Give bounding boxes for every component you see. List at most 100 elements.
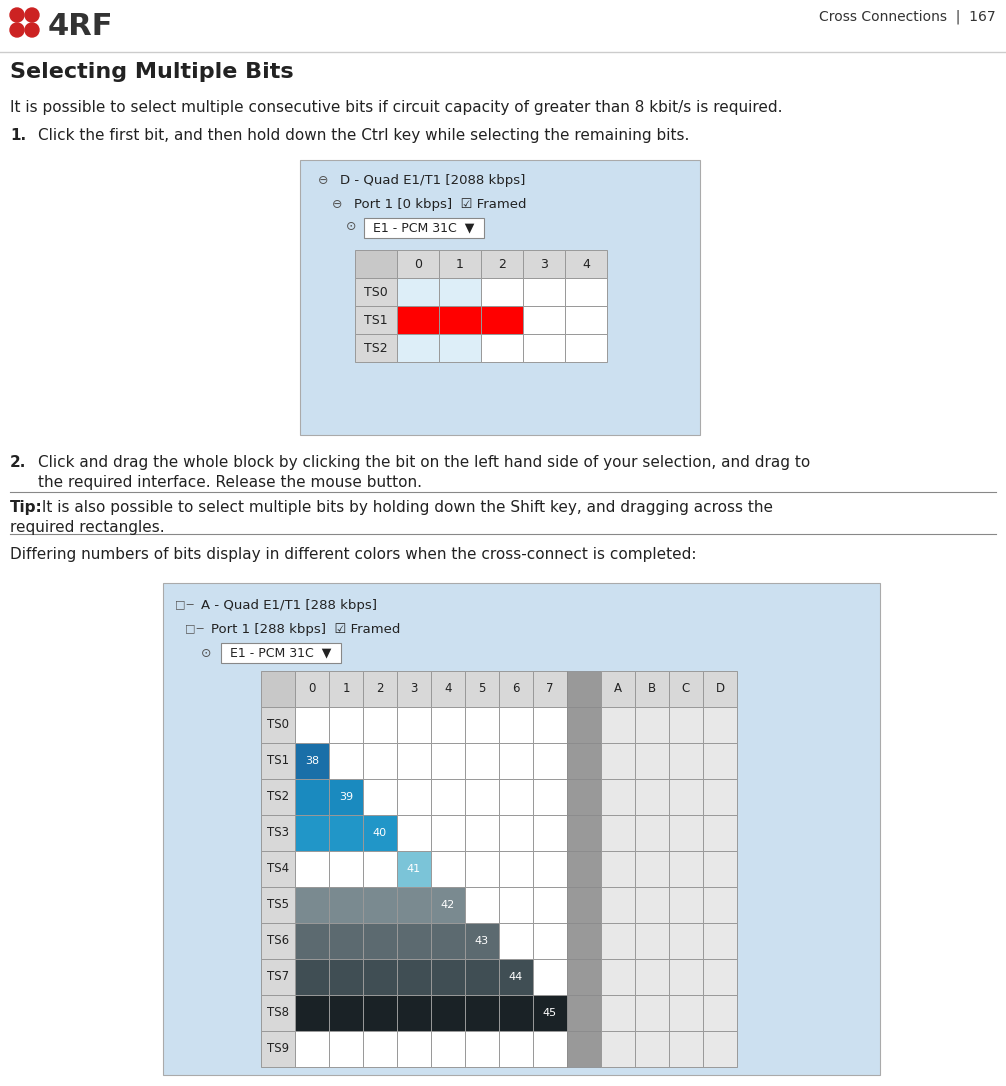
- Bar: [567, 743, 601, 779]
- Bar: [533, 779, 567, 814]
- Bar: [295, 923, 329, 959]
- Bar: [363, 779, 397, 814]
- Bar: [295, 707, 329, 743]
- Bar: [601, 959, 635, 995]
- Text: TS4: TS4: [267, 862, 289, 875]
- Text: TS7: TS7: [267, 971, 289, 984]
- Bar: [533, 887, 567, 923]
- Text: TS5: TS5: [267, 898, 289, 911]
- Bar: [329, 923, 363, 959]
- Bar: [601, 779, 635, 814]
- Bar: [329, 743, 363, 779]
- Text: 2: 2: [376, 682, 383, 695]
- Text: 7: 7: [546, 682, 553, 695]
- Bar: [567, 923, 601, 959]
- Text: 6: 6: [512, 682, 520, 695]
- Text: Click and drag the whole block by clicking the bit on the left hand side of your: Click and drag the whole block by clicki…: [38, 455, 810, 470]
- Text: 2: 2: [498, 257, 506, 270]
- Text: □−: □−: [175, 599, 195, 609]
- Bar: [669, 743, 703, 779]
- Text: Cross Connections  |  167: Cross Connections | 167: [819, 10, 996, 25]
- Bar: [635, 923, 669, 959]
- Bar: [439, 278, 481, 306]
- Bar: [397, 959, 431, 995]
- Text: 38: 38: [305, 756, 319, 766]
- Bar: [363, 707, 397, 743]
- Bar: [567, 887, 601, 923]
- Bar: [397, 278, 439, 306]
- Bar: [295, 671, 329, 707]
- Bar: [635, 707, 669, 743]
- Bar: [669, 707, 703, 743]
- Text: TS3: TS3: [267, 826, 289, 839]
- Bar: [363, 743, 397, 779]
- Bar: [355, 278, 397, 306]
- Bar: [431, 707, 465, 743]
- Text: TS2: TS2: [364, 341, 387, 354]
- Bar: [499, 743, 533, 779]
- Bar: [329, 707, 363, 743]
- Text: It is possible to select multiple consecutive bits if circuit capacity of greate: It is possible to select multiple consec…: [10, 100, 783, 115]
- Text: ⊖: ⊖: [318, 174, 329, 187]
- Bar: [329, 851, 363, 887]
- Text: Port 1 [288 kbps]  ☑ Framed: Port 1 [288 kbps] ☑ Framed: [211, 623, 400, 636]
- Text: A: A: [614, 682, 622, 695]
- Bar: [635, 851, 669, 887]
- Bar: [669, 887, 703, 923]
- Text: 3: 3: [540, 257, 548, 270]
- Text: 3: 3: [410, 682, 417, 695]
- Text: 4: 4: [582, 257, 590, 270]
- Text: TS0: TS0: [267, 719, 289, 732]
- Bar: [363, 887, 397, 923]
- Bar: [481, 278, 523, 306]
- Text: 45: 45: [543, 1008, 557, 1018]
- Text: A - Quad E1/T1 [288 kbps]: A - Quad E1/T1 [288 kbps]: [201, 599, 377, 613]
- Bar: [523, 334, 565, 362]
- Bar: [295, 743, 329, 779]
- Text: Differing numbers of bits display in different colors when the cross-connect is : Differing numbers of bits display in dif…: [10, 547, 696, 561]
- Text: 41: 41: [407, 864, 422, 874]
- Text: 1.: 1.: [10, 128, 26, 143]
- Bar: [295, 959, 329, 995]
- Text: TS9: TS9: [267, 1043, 289, 1056]
- Bar: [465, 923, 499, 959]
- Bar: [499, 887, 533, 923]
- Bar: [499, 814, 533, 851]
- Bar: [601, 814, 635, 851]
- Bar: [465, 887, 499, 923]
- Bar: [439, 306, 481, 334]
- Bar: [355, 334, 397, 362]
- Bar: [329, 959, 363, 995]
- Text: TS0: TS0: [364, 286, 388, 299]
- Bar: [295, 851, 329, 887]
- Bar: [397, 743, 431, 779]
- Bar: [221, 643, 341, 662]
- Bar: [703, 923, 737, 959]
- Bar: [703, 779, 737, 814]
- Text: Selecting Multiple Bits: Selecting Multiple Bits: [10, 62, 294, 83]
- Text: 4: 4: [445, 682, 452, 695]
- Bar: [635, 887, 669, 923]
- Bar: [261, 851, 295, 887]
- Bar: [261, 887, 295, 923]
- Text: 0: 0: [308, 682, 316, 695]
- Text: Port 1 [0 kbps]  ☑ Framed: Port 1 [0 kbps] ☑ Framed: [354, 198, 526, 211]
- Bar: [261, 743, 295, 779]
- Bar: [397, 671, 431, 707]
- Bar: [669, 923, 703, 959]
- Bar: [567, 959, 601, 995]
- Circle shape: [10, 23, 24, 37]
- Bar: [363, 923, 397, 959]
- Bar: [523, 250, 565, 278]
- Bar: [601, 923, 635, 959]
- Bar: [523, 278, 565, 306]
- Bar: [261, 779, 295, 814]
- Text: TS2: TS2: [267, 791, 289, 804]
- Text: 43: 43: [475, 936, 489, 946]
- Bar: [355, 250, 397, 278]
- Bar: [481, 250, 523, 278]
- Text: ⊙: ⊙: [346, 220, 356, 233]
- Bar: [431, 959, 465, 995]
- Bar: [601, 743, 635, 779]
- Text: 0: 0: [414, 257, 422, 270]
